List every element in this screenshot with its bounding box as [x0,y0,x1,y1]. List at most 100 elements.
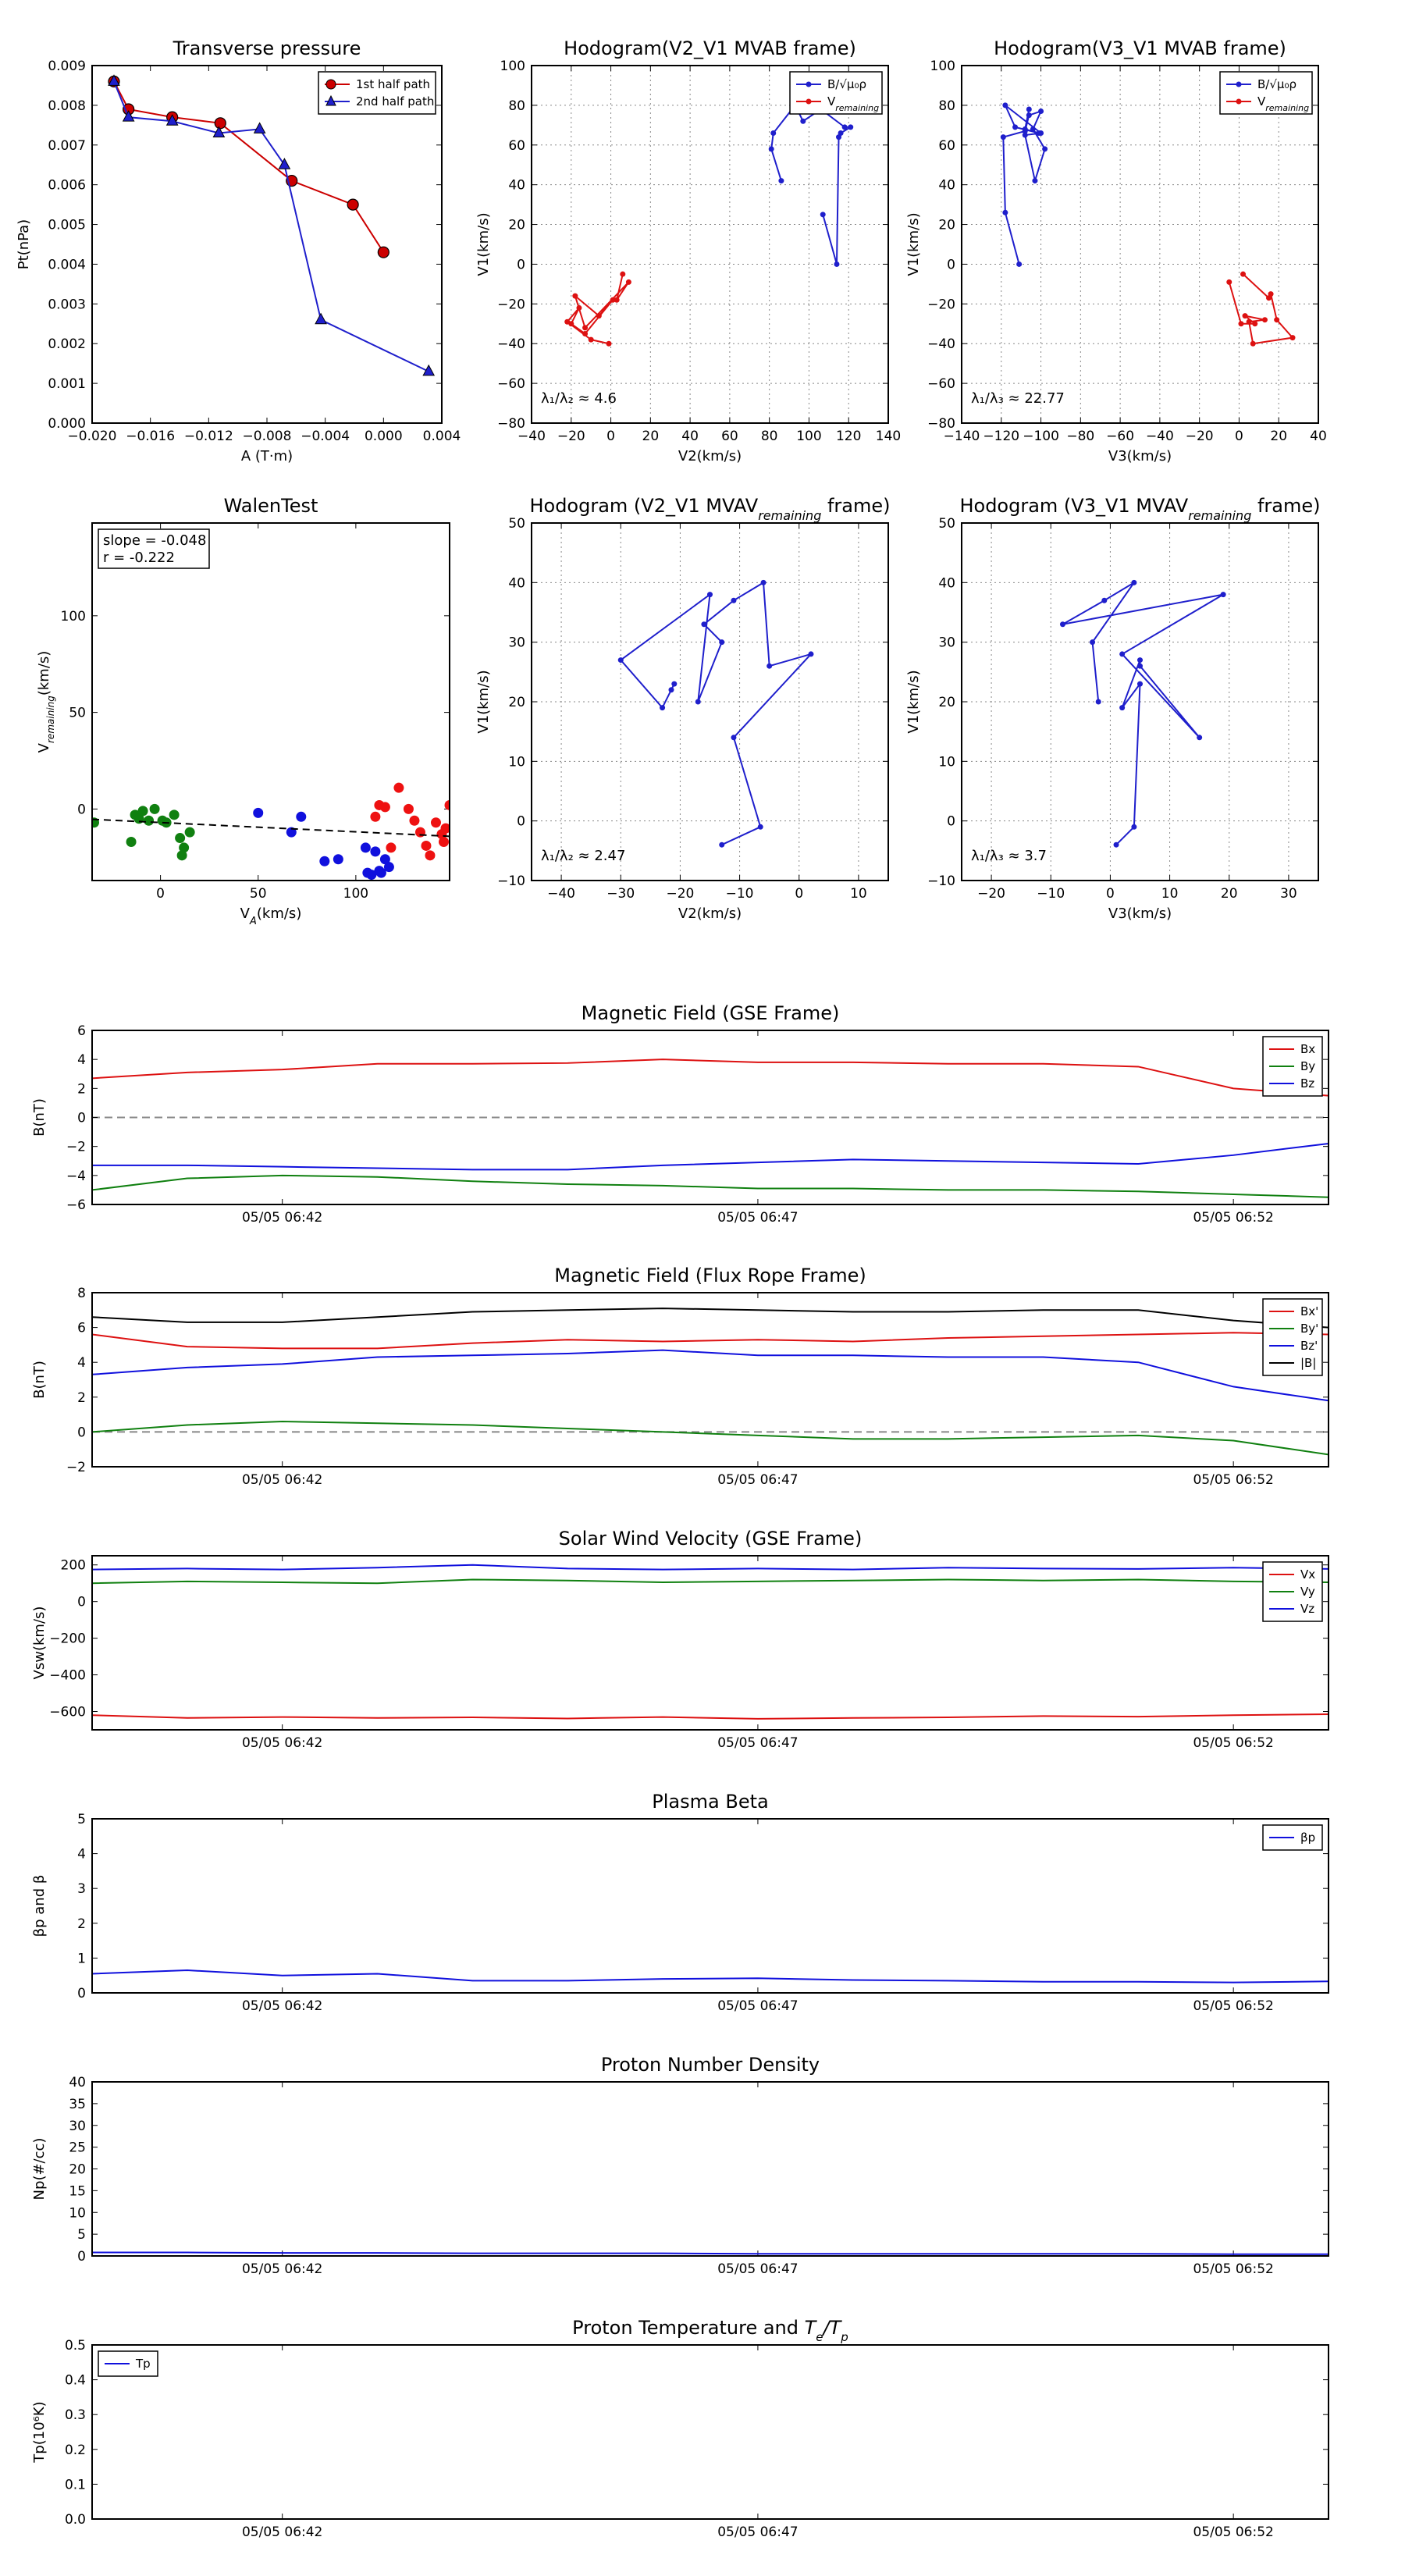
y-tick-label: 0.006 [48,178,86,194]
plot-frame [91,2344,1329,2520]
series-bz- [92,1349,1329,1402]
data-point [841,124,848,130]
legend-label: Bx' [1300,1304,1318,1318]
y-tick-label: 0 [947,814,955,830]
data-point [757,824,763,830]
y-tick-label: 40 [938,178,955,194]
data-point [1016,261,1023,267]
y-tick-label: 0 [77,802,86,817]
data-point [176,850,187,861]
data-point [1012,124,1019,130]
series-line [619,581,814,846]
y-tick-label: 20 [508,218,525,233]
chart-title: Hodogram(V2_V1 MVAB frame) [564,37,856,59]
x-tick-label: 05/05 06:47 [717,2261,798,2277]
x-tick-label: 05/05 06:42 [242,1472,322,1488]
chart-hodogram-v2v1-mvav: Hodogram (V2_V1 MVAVremaining frame) −40 −… [475,495,891,922]
x-tick-label: 0 [1235,429,1243,444]
chart-walen-test: WalenTest 0 50 100 0 50 100 VA(km/s) Vremaining(… [36,495,450,927]
y-axis-label: V1(km/s) [905,670,922,733]
y-tick-label: −60 [927,376,955,392]
x-tick-label: 05/05 06:52 [1193,1735,1273,1751]
data-point [1113,841,1119,848]
data-point [1022,126,1028,132]
series-line [92,1349,1329,1402]
data-point [836,134,842,141]
y-tick-label: 4 [77,1052,86,1068]
chart-plasma-beta: Plasma Beta 05/05 06:42 05/05 06:47 05/05 0… [31,1791,1329,2014]
data-point [370,811,381,822]
series-line [92,1421,1329,1456]
y-tick-label: 0.3 [65,2407,86,2423]
data-point [848,124,854,130]
legend-label: Vy [1300,1585,1315,1599]
x-tick-label: −100 [1023,429,1059,444]
plot-area [1059,579,1226,848]
y-tick-label: 0 [77,2249,86,2265]
series-b- [1000,102,1048,267]
data-point [707,592,713,598]
data-point [175,833,186,844]
y-tick-label: −4 [66,1169,86,1184]
series-line [92,1713,1329,1720]
plot-area [108,74,436,376]
y-tick-label: −2 [66,1140,86,1155]
plot-frame [91,1292,1329,1468]
y-tick-label: 0 [517,814,525,830]
x-tick-label: 0 [1106,886,1115,902]
y-tick-label: −60 [497,376,525,392]
data-point [1268,291,1274,297]
chart-title: Proton Temperature and Te/Tp [572,2317,848,2344]
y-axis-label: V1(km/s) [475,670,492,733]
y-tick-label: 80 [938,98,955,114]
legend-label: Vz [1300,1602,1314,1616]
x-axis-label: V3(km/s) [1108,448,1172,464]
data-point [383,862,394,873]
y-tick-label: 0.2 [65,2443,86,2458]
chart-title: Solar Wind Velocity (GSE Frame) [559,1528,863,1550]
y-tick-label: 200 [61,1558,86,1574]
legend-label: Bx [1300,1042,1315,1056]
x-tick-label: 0.004 [423,429,461,444]
series--b- [92,1308,1329,1329]
series-0 [92,803,195,861]
x-tick-label: 05/05 06:52 [1193,1210,1273,1226]
plot-frame [531,65,889,424]
y-tick-label: −400 [49,1668,86,1684]
data-point [409,815,420,826]
data-point [1226,279,1232,285]
y-tick-label: 30 [69,2119,86,2134]
y-tick-label: 0.5 [65,2338,86,2354]
y-tick-label: −80 [497,416,525,432]
series-line [1062,582,1224,845]
y-axis-label: V1(km/s) [475,212,492,276]
data-point [386,842,397,853]
y-tick-label: 6 [77,1023,86,1039]
y-axis-label: V1(km/s) [905,212,922,276]
data-point [1095,699,1101,705]
legend: Tp [98,2350,158,2377]
series-bz [92,1142,1329,1171]
y-tick-label: 100 [930,59,955,74]
x-tick-label: −140 [944,429,980,444]
data-point [620,271,626,277]
y-tick-label: 10 [69,2205,86,2221]
series-line [770,104,854,265]
data-point [422,364,436,376]
data-point [1002,102,1008,109]
data-point [617,657,624,664]
data-point [393,782,404,793]
data-point [808,651,814,657]
x-tick-label: −0.008 [243,429,292,444]
y-tick-label: 0 [77,1111,86,1126]
x-tick-label: −0.016 [126,429,175,444]
data-point [760,579,767,585]
x-tick-label: −60 [1106,429,1134,444]
data-point [610,297,616,303]
data-point [1197,735,1203,741]
data-point [1137,681,1143,687]
data-point [1042,146,1048,152]
x-tick-label: 05/05 06:42 [242,2261,322,2277]
y-axis-label: B(nT) [31,1098,48,1137]
data-point [1274,317,1280,323]
